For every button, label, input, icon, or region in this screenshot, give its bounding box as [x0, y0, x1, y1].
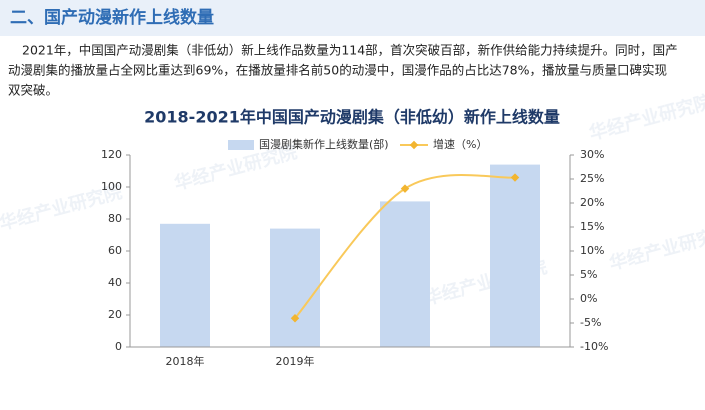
y2-tick-label: -10% — [580, 340, 608, 353]
y-tick-label: 120 — [101, 148, 122, 161]
y2-tick-label: 15% — [580, 220, 604, 233]
paragraph-line: 2021年，中国国产动漫剧集（非低幼）新上线作品数量为114部，首次突破百部，新… — [22, 43, 678, 58]
y-tick-label: 20 — [108, 308, 122, 321]
y2-tick-label: 25% — [580, 172, 604, 185]
header-title: 二、国产动漫新作上线数量 — [10, 7, 214, 28]
legend-swatch — [228, 140, 254, 150]
x-tick-label: 2019年 — [276, 354, 315, 368]
y-tick-label: 0 — [115, 340, 122, 353]
y-tick-label: 40 — [108, 276, 122, 289]
y-tick-label: 100 — [101, 180, 122, 193]
y2-tick-label: 5% — [580, 268, 597, 281]
y2-tick-label: 0% — [580, 292, 597, 305]
watermark: 华经产业研究院 — [607, 221, 705, 275]
y-tick-label: 80 — [108, 212, 122, 225]
watermark: 华经产业研究院 — [587, 91, 705, 145]
growth-line — [294, 173, 516, 319]
bar — [380, 201, 430, 347]
chart-title: 2018-2021年中国国产动漫剧集（非低幼）新作上线数量 — [144, 108, 560, 127]
x-tick-label: 2018年 — [166, 354, 205, 368]
y2-tick-label: 30% — [580, 148, 604, 161]
legend-marker — [409, 140, 419, 150]
y2-tick-label: 20% — [580, 196, 604, 209]
legend-label: 增速（%） — [433, 137, 487, 151]
y-tick-label: 60 — [108, 244, 122, 257]
y2-tick-label: 10% — [580, 244, 604, 257]
paragraph-line: 动漫剧集的播放量占全网比重达到69%，在播放量排名前50的动漫中，国漫作品的占比… — [8, 63, 667, 78]
y2-tick-label: -5% — [580, 316, 601, 329]
bar — [160, 223, 210, 347]
paragraph-line: 双突破。 — [8, 83, 58, 98]
bar — [270, 228, 320, 347]
bar — [490, 164, 540, 347]
legend-label: 国漫剧集新作上线数量(部) — [259, 137, 389, 151]
header-band — [0, 0, 705, 36]
growth-marker — [400, 184, 410, 193]
growth-marker — [290, 313, 300, 323]
